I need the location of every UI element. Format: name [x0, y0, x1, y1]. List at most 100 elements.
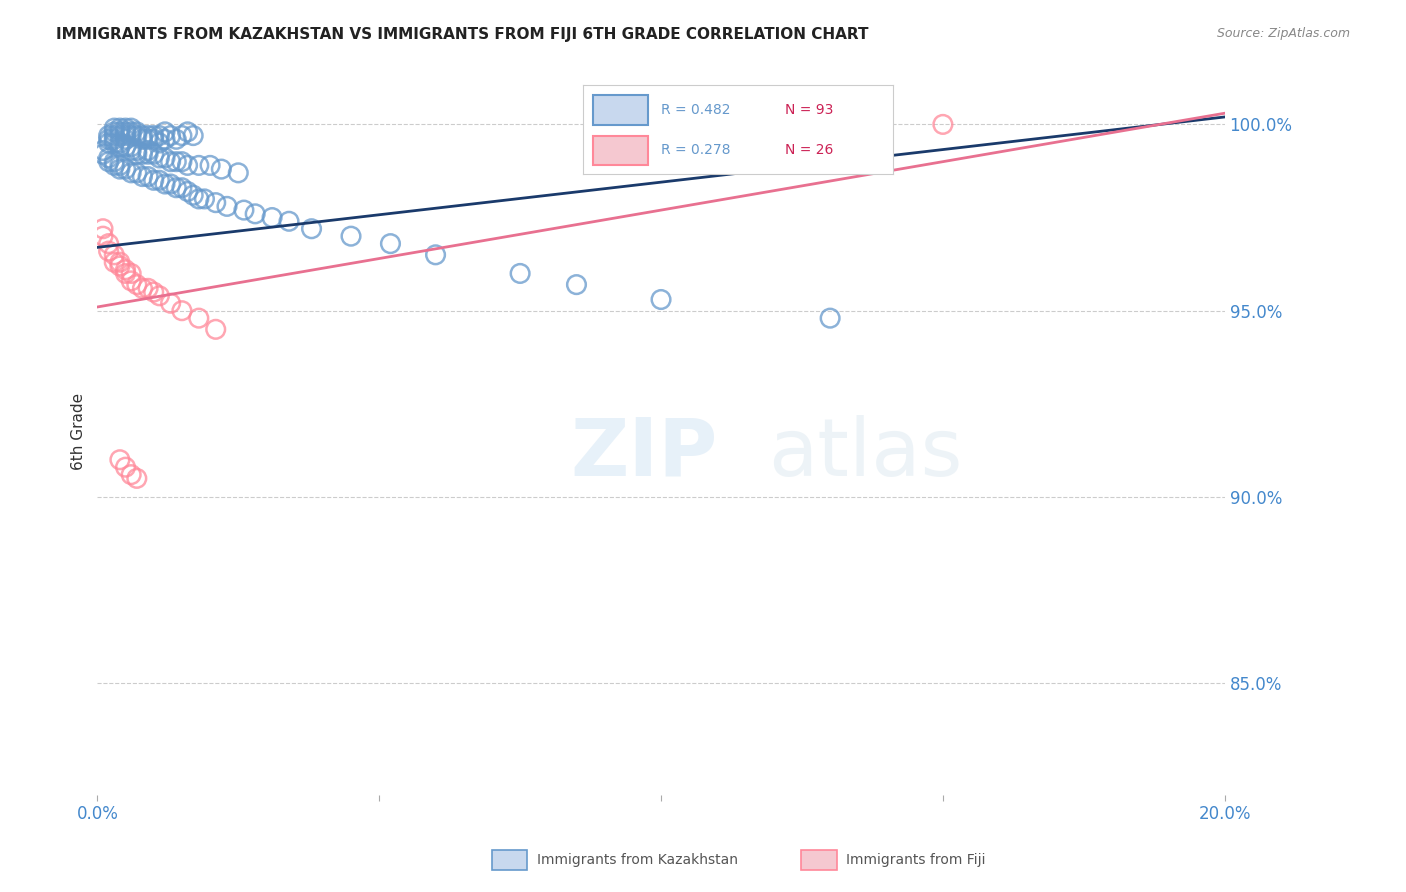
Point: [125, 125, 148, 139]
Point: [91, 144, 114, 158]
Point: [91, 147, 114, 161]
Point: [187, 158, 209, 172]
Point: [142, 285, 165, 299]
Point: [108, 128, 131, 143]
Point: [125, 144, 148, 158]
Point: [380, 236, 402, 251]
Point: [103, 255, 125, 269]
Text: N = 26: N = 26: [785, 143, 832, 157]
Point: [108, 255, 131, 269]
Point: [148, 289, 170, 303]
Y-axis label: 6th Grade: 6th Grade: [72, 393, 86, 470]
Point: [136, 128, 159, 143]
Point: [97, 151, 120, 165]
Point: [165, 180, 187, 194]
Point: [278, 214, 301, 228]
Point: [114, 140, 136, 154]
Text: atlas: atlas: [768, 415, 963, 492]
Point: [136, 132, 159, 146]
Point: [153, 132, 176, 146]
Point: [131, 147, 153, 161]
Point: [165, 154, 187, 169]
Point: [181, 188, 204, 202]
Point: [103, 132, 125, 146]
Point: [114, 128, 136, 143]
Point: [131, 281, 153, 295]
Point: [131, 128, 153, 143]
Point: [114, 460, 136, 475]
Text: N = 93: N = 93: [785, 103, 832, 117]
Point: [818, 311, 841, 326]
Point: [125, 166, 148, 180]
Point: [114, 121, 136, 136]
Point: [108, 158, 131, 172]
Point: [103, 154, 125, 169]
Point: [120, 144, 142, 158]
Point: [120, 125, 142, 139]
Point: [131, 169, 153, 184]
Point: [97, 136, 120, 150]
Point: [120, 128, 142, 143]
Point: [204, 322, 226, 336]
Point: [142, 173, 165, 187]
Point: [108, 162, 131, 177]
Point: [136, 147, 159, 161]
Point: [103, 248, 125, 262]
Point: [120, 121, 142, 136]
Point: [97, 236, 120, 251]
Point: [125, 277, 148, 292]
Point: [301, 221, 323, 235]
Point: [148, 136, 170, 150]
Point: [125, 147, 148, 161]
Point: [114, 262, 136, 277]
Point: [108, 125, 131, 139]
Text: Source: ZipAtlas.com: Source: ZipAtlas.com: [1216, 27, 1350, 40]
Point: [170, 180, 193, 194]
Point: [97, 132, 120, 146]
Point: [136, 281, 159, 295]
Point: [108, 121, 131, 136]
Point: [97, 128, 120, 143]
Point: [108, 259, 131, 273]
FancyBboxPatch shape: [593, 136, 648, 165]
Point: [170, 154, 193, 169]
Point: [209, 162, 232, 177]
Point: [243, 207, 266, 221]
Point: [159, 154, 181, 169]
Point: [170, 128, 193, 143]
Point: [114, 267, 136, 281]
Point: [187, 192, 209, 206]
Point: [142, 128, 165, 143]
Point: [159, 128, 181, 143]
Point: [425, 248, 447, 262]
Point: [103, 136, 125, 150]
Point: [153, 151, 176, 165]
Point: [91, 221, 114, 235]
Point: [120, 467, 142, 482]
Point: [120, 274, 142, 288]
Point: [91, 229, 114, 244]
Point: [153, 177, 176, 191]
Point: [340, 229, 363, 244]
Point: [142, 147, 165, 161]
Text: R = 0.482: R = 0.482: [661, 103, 730, 117]
Point: [509, 267, 531, 281]
Text: Immigrants from Kazakhstan: Immigrants from Kazakhstan: [537, 853, 738, 867]
Point: [142, 132, 165, 146]
Point: [120, 267, 142, 281]
Point: [176, 158, 198, 172]
Point: [136, 144, 159, 158]
Point: [159, 296, 181, 310]
Point: [103, 125, 125, 139]
Point: [215, 199, 238, 213]
Point: [565, 277, 588, 292]
FancyBboxPatch shape: [593, 95, 648, 125]
Point: [165, 132, 187, 146]
Point: [103, 128, 125, 143]
Point: [232, 203, 254, 218]
Point: [262, 211, 284, 225]
Text: R = 0.278: R = 0.278: [661, 143, 730, 157]
Point: [932, 117, 955, 131]
Point: [193, 192, 215, 206]
Point: [120, 140, 142, 154]
